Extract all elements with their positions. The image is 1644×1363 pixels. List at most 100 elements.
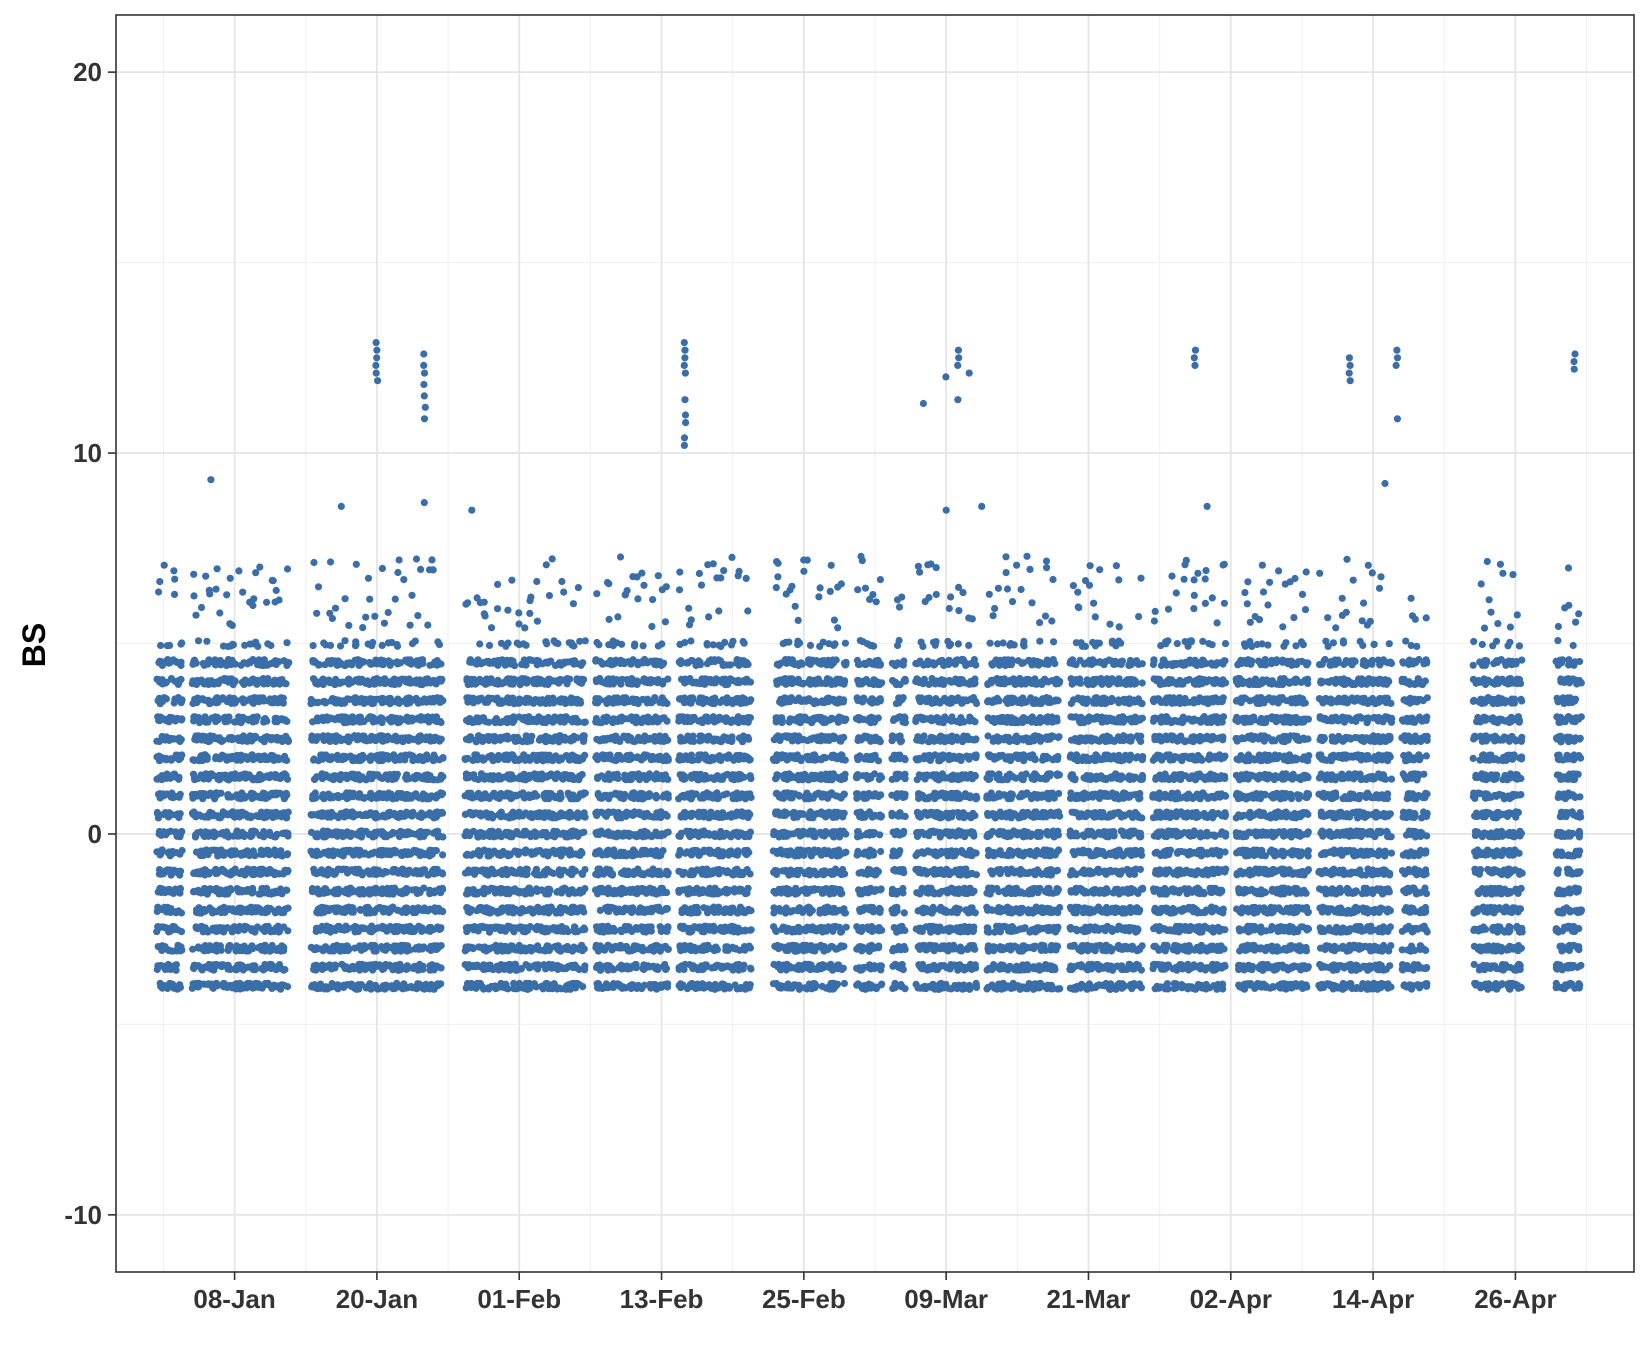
data-point (273, 587, 280, 594)
data-point (395, 814, 402, 821)
data-point (312, 851, 319, 858)
data-point (262, 773, 269, 780)
data-point (405, 677, 412, 684)
data-point (275, 658, 282, 665)
data-point (438, 676, 445, 683)
data-point (511, 925, 518, 932)
data-point (248, 963, 255, 970)
data-point (240, 734, 247, 741)
data-point (561, 719, 568, 726)
data-point (533, 680, 540, 687)
data-point (434, 662, 441, 669)
data-point (475, 943, 482, 950)
data-point (358, 961, 365, 968)
data-point (261, 942, 268, 949)
data-point (369, 850, 376, 857)
data-point (511, 757, 518, 764)
data-point (488, 752, 495, 759)
data-point (154, 713, 161, 720)
data-point (218, 961, 225, 968)
data-point (438, 942, 445, 949)
data-point (215, 660, 222, 667)
data-point (357, 828, 364, 835)
data-point (499, 849, 506, 856)
data-point (167, 659, 174, 666)
data-point (477, 980, 484, 987)
data-point (581, 962, 588, 969)
data-point (260, 828, 267, 835)
data-point (439, 907, 446, 914)
data-point (285, 659, 292, 666)
data-point (217, 755, 224, 762)
data-point (261, 734, 268, 741)
data-point (504, 923, 511, 930)
data-point (336, 866, 343, 873)
data-point (313, 610, 320, 617)
data-point (394, 697, 401, 704)
data-point (310, 559, 317, 566)
data-point (272, 755, 279, 762)
data-point (477, 904, 484, 911)
data-point (403, 905, 410, 912)
data-point (400, 576, 407, 583)
data-point (406, 867, 413, 874)
data-point (347, 809, 354, 816)
data-point (191, 776, 198, 783)
data-point (573, 964, 580, 971)
data-point (243, 947, 250, 954)
data-point (225, 776, 232, 783)
data-point (157, 848, 164, 855)
data-point (220, 643, 227, 650)
data-point (202, 770, 209, 777)
data-point (475, 847, 482, 854)
data-point (545, 962, 552, 969)
data-point (281, 716, 288, 723)
data-point (391, 847, 398, 854)
data-point (167, 928, 174, 935)
data-point (194, 870, 201, 877)
data-point (284, 565, 291, 572)
data-point (159, 985, 166, 992)
data-point (248, 737, 255, 744)
data-point (335, 657, 342, 664)
data-point (420, 885, 427, 892)
data-point (206, 587, 213, 594)
data-point (310, 945, 317, 952)
data-point (535, 848, 542, 855)
data-point (204, 719, 211, 726)
data-point (203, 638, 210, 645)
data-point (214, 565, 221, 572)
data-point (533, 792, 540, 799)
data-point (563, 752, 570, 759)
data-point (308, 812, 315, 819)
data-point (486, 642, 493, 649)
data-point (536, 871, 543, 878)
data-point (492, 943, 499, 950)
data-point (215, 814, 222, 821)
data-point (436, 641, 443, 648)
data-point (350, 906, 357, 913)
data-point (557, 948, 564, 955)
data-point (393, 737, 400, 744)
data-point (195, 637, 202, 644)
data-point (408, 735, 415, 742)
data-point (326, 829, 333, 836)
data-point (192, 813, 199, 820)
data-point (407, 851, 414, 858)
data-point (280, 695, 287, 702)
data-point (498, 680, 505, 687)
data-point (498, 640, 505, 647)
data-point (342, 595, 349, 602)
data-point (579, 983, 586, 990)
data-point (172, 908, 179, 915)
data-point (498, 734, 505, 741)
data-point (477, 599, 484, 606)
data-point (265, 981, 272, 988)
data-point (509, 945, 516, 952)
data-point (489, 849, 496, 856)
data-point (189, 795, 196, 802)
data-point (418, 928, 425, 935)
data-point (310, 642, 317, 649)
data-point (408, 811, 415, 818)
